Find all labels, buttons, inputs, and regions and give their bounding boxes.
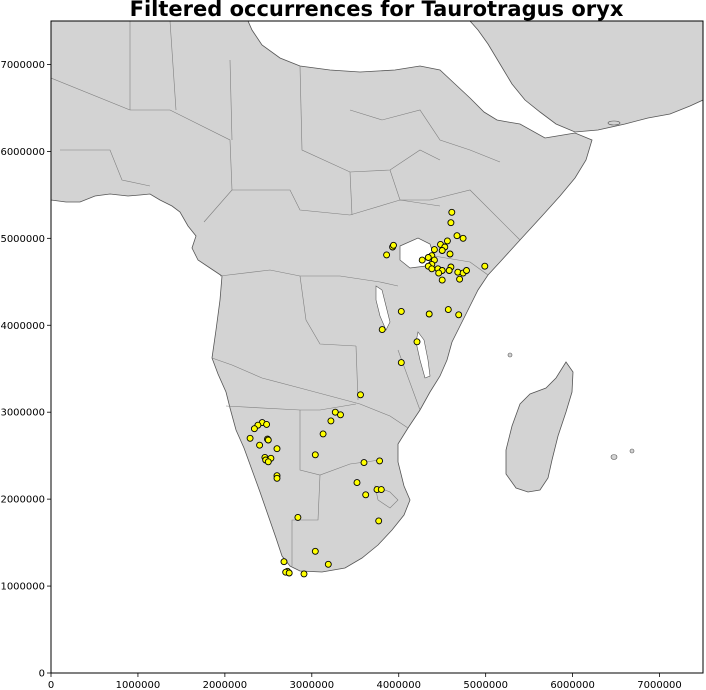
occurrence-point <box>459 234 467 242</box>
occurrence-point <box>280 558 288 566</box>
y-tick-label: 3000000 <box>0 408 45 419</box>
occurrence-point <box>397 359 405 367</box>
x-tick-label: 7000000 <box>637 680 682 690</box>
axes-frame <box>50 20 704 674</box>
occurrence-point <box>362 491 370 499</box>
occurrence-point <box>311 547 319 555</box>
occurrence-point <box>456 275 464 283</box>
reunion-island <box>629 448 635 454</box>
occurrence-point <box>383 251 391 259</box>
occurrence-point <box>250 425 258 433</box>
mauritius-island <box>610 454 618 460</box>
africa-land <box>51 21 593 573</box>
occurrence-point <box>357 391 364 399</box>
occurrence-point <box>435 269 443 277</box>
y-tick-label: 6000000 <box>0 147 45 158</box>
occurrence-point <box>443 237 451 245</box>
comoros-island <box>507 352 513 358</box>
x-tick-label: 3000000 <box>290 680 335 690</box>
occurrence-point <box>424 254 432 261</box>
y-axis: 0 1000000 2000000 3000000 4000000 5000000 6000… <box>0 60 51 680</box>
x-tick-label: 1000000 <box>116 680 161 690</box>
madagascar-land <box>505 361 574 493</box>
x-tick-label: 5000000 <box>463 680 508 690</box>
occurrence-point <box>397 307 405 315</box>
occurrence-point <box>430 246 438 254</box>
occurrence-point <box>378 326 386 334</box>
lake-tanganyika <box>375 285 391 331</box>
occurrence-point <box>447 219 455 227</box>
x-tick-label: 6000000 <box>550 680 595 690</box>
map-title: Filtered occurrences for Taurotragus ory… <box>129 0 624 21</box>
x-tick-label: 0 <box>48 680 54 690</box>
x-tick-label: 4000000 <box>376 680 421 690</box>
occurrence-point <box>360 459 368 467</box>
occurrence-point <box>481 262 489 270</box>
occurrence-point <box>463 267 470 274</box>
occurrence-point <box>337 411 344 419</box>
y-tick-label: 2000000 <box>0 495 45 506</box>
occurrence-point <box>453 232 461 240</box>
y-tick-label: 7000000 <box>0 60 45 71</box>
occurrence-point <box>428 265 436 273</box>
y-tick-label: 1000000 <box>0 582 45 593</box>
occurrence-point <box>263 420 271 428</box>
occurrence-point <box>438 276 446 284</box>
occurrence-point <box>455 311 463 319</box>
occurrence-point <box>294 513 302 521</box>
occurrence-point <box>264 436 272 444</box>
y-tick-label: 4000000 <box>0 321 45 332</box>
occurrence-point <box>377 486 385 494</box>
occurrence-point <box>418 256 426 264</box>
occurrence-point <box>438 247 446 254</box>
occurrence-point <box>375 517 383 525</box>
occurrence-point <box>273 474 281 482</box>
occurrence-point <box>445 267 453 274</box>
occurrence-point <box>273 445 281 453</box>
occurrence-point <box>448 208 456 216</box>
occurrence-point <box>413 338 421 346</box>
y-tick-label: 5000000 <box>0 234 45 245</box>
occurrence-point <box>390 241 397 249</box>
occurrence-point <box>311 451 319 459</box>
occurrence-point <box>444 306 452 314</box>
x-axis: 0 1000000 2000000 3000000 4000000 5000000 6000… <box>48 673 682 690</box>
occurrence-point <box>446 250 454 258</box>
occurrence-point <box>300 570 308 578</box>
socotra-island <box>607 120 621 126</box>
occurrence-points <box>246 208 489 578</box>
occurrence-point <box>353 479 361 487</box>
occurrence-point <box>256 441 264 449</box>
occurrence-point <box>327 417 335 425</box>
x-tick-label: 2000000 <box>203 680 248 690</box>
occurrence-point <box>324 560 332 568</box>
occurrence-point <box>425 310 433 318</box>
occurrence-point <box>285 569 293 577</box>
occurrence-point <box>264 458 272 466</box>
occurrence-point <box>376 457 384 465</box>
occurrence-point <box>246 434 254 442</box>
occurrence-point <box>319 430 327 438</box>
arabian-peninsula-land <box>469 21 703 133</box>
y-tick-label: 0 <box>39 669 45 680</box>
